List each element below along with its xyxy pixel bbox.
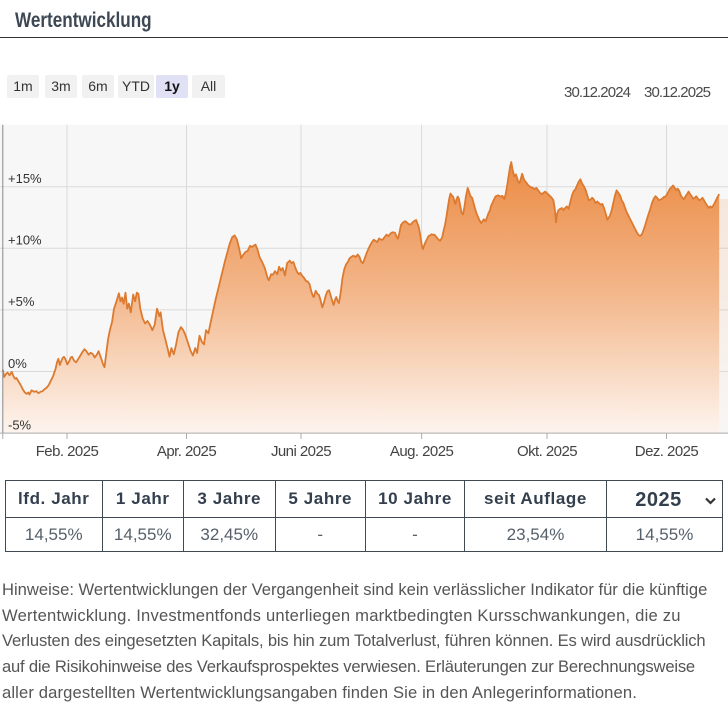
svg-text:+10%: +10%: [8, 233, 42, 248]
svg-text:-5%: -5%: [8, 417, 32, 432]
svg-text:+15%: +15%: [8, 171, 42, 186]
svg-text:Aug. 2025: Aug. 2025: [390, 443, 454, 460]
svg-text:+5%: +5%: [8, 294, 35, 309]
svg-text:Feb. 2025: Feb. 2025: [36, 443, 99, 460]
svg-text:0%: 0%: [8, 356, 27, 371]
svg-text:Okt. 2025: Okt. 2025: [517, 443, 577, 460]
svg-text:Juni 2025: Juni 2025: [271, 443, 331, 460]
svg-text:Apr. 2025: Apr. 2025: [157, 443, 216, 460]
svg-text:Dez. 2025: Dez. 2025: [635, 443, 699, 460]
